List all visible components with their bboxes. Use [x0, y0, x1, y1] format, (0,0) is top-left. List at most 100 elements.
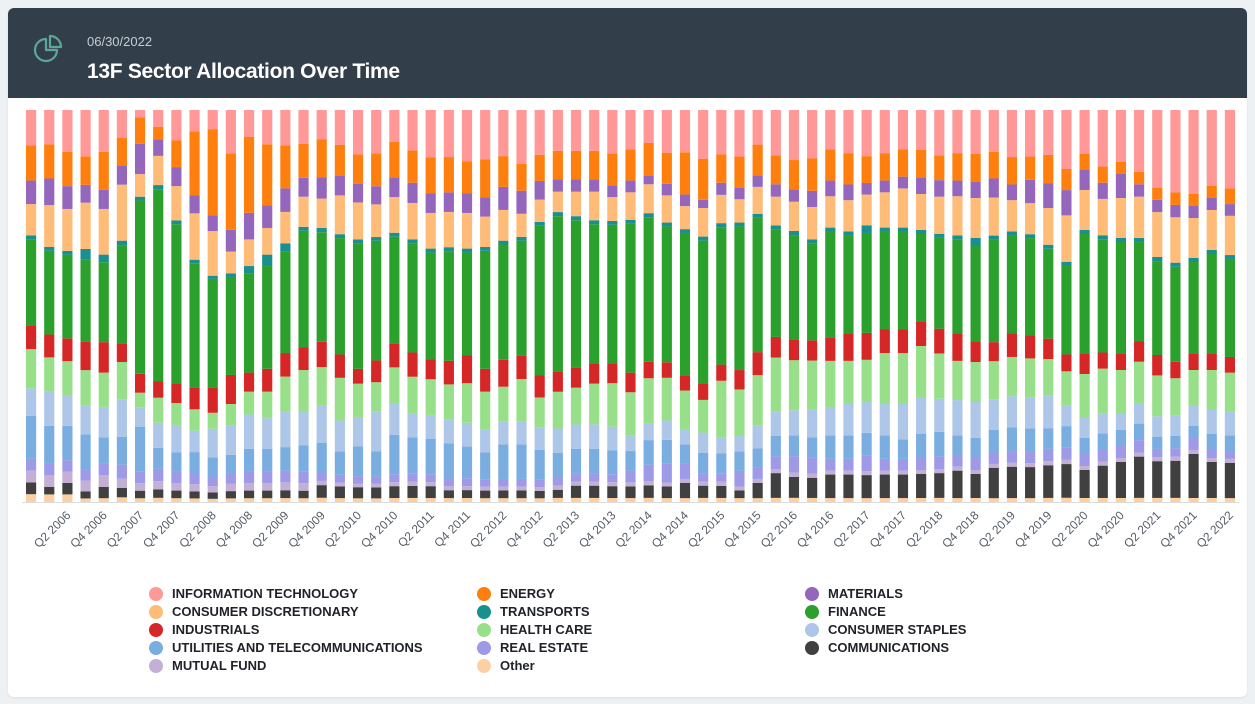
bar-segment-health-care[interactable]	[897, 353, 909, 404]
bar-segment-utilities-and-telecommunications[interactable]	[734, 451, 745, 471]
bar-segment-finance[interactable]	[225, 276, 236, 375]
bar-segment-energy[interactable]	[1079, 154, 1090, 170]
bar-stack-q2-2017[interactable]	[861, 110, 872, 502]
bar-segment-information-technology[interactable]	[1097, 110, 1108, 167]
bar-segment-mutual-fund[interactable]	[389, 482, 400, 487]
bar-stack-q3-2017[interactable]	[879, 110, 890, 502]
bar-segment-materials[interactable]	[1152, 199, 1163, 213]
bar-segment-mutual-fund[interactable]	[371, 483, 382, 488]
bar-segment-transports[interactable]	[516, 236, 527, 241]
bar-segment-other[interactable]	[352, 498, 364, 502]
bar-segment-industrials[interactable]	[134, 373, 146, 393]
bar-segment-finance[interactable]	[243, 273, 255, 373]
bar-segment-consumer-staples[interactable]	[116, 399, 127, 437]
bar-segment-mutual-fund[interactable]	[879, 470, 890, 475]
bar-segment-health-care[interactable]	[153, 397, 164, 423]
bar-segment-industrials[interactable]	[44, 334, 55, 358]
bar-segment-energy[interactable]	[788, 160, 800, 190]
bar-segment-mutual-fund[interactable]	[352, 483, 364, 488]
bar-segment-transports[interactable]	[861, 225, 872, 233]
bar-segment-utilities-and-telecommunications[interactable]	[752, 448, 763, 468]
bar-segment-mutual-fund[interactable]	[861, 471, 872, 476]
bar-segment-mutual-fund[interactable]	[807, 473, 818, 478]
bar-segment-health-care[interactable]	[534, 397, 545, 428]
bar-segment-information-technology[interactable]	[679, 110, 691, 153]
legend-item[interactable]: COMMUNICATIONS	[805, 640, 949, 655]
bar-segment-communications[interactable]	[352, 487, 364, 499]
bar-segment-transports[interactable]	[807, 239, 818, 244]
bar-segment-industrials[interactable]	[80, 341, 91, 371]
bar-segment-real-estate[interactable]	[734, 470, 745, 487]
bar-segment-information-technology[interactable]	[625, 110, 636, 150]
bar-segment-utilities-and-telecommunications[interactable]	[625, 451, 636, 471]
bar-segment-transports[interactable]	[916, 230, 927, 234]
bar-segment-communications[interactable]	[825, 474, 836, 499]
bar-segment-finance[interactable]	[352, 243, 364, 369]
bar-segment-other[interactable]	[716, 497, 727, 502]
bar-segment-health-care[interactable]	[352, 383, 364, 417]
bar-segment-energy[interactable]	[861, 156, 872, 184]
bar-segment-transports[interactable]	[679, 229, 691, 233]
bar-segment-other[interactable]	[752, 498, 763, 502]
bar-segment-utilities-and-telecommunications[interactable]	[534, 449, 545, 480]
bar-segment-health-care[interactable]	[189, 409, 200, 431]
bar-segment-other[interactable]	[1115, 498, 1127, 502]
bar-segment-finance[interactable]	[698, 240, 709, 384]
bar-segment-finance[interactable]	[516, 240, 527, 356]
bar-segment-mutual-fund[interactable]	[1006, 462, 1018, 467]
bar-stack-q2-2006[interactable]	[62, 110, 73, 502]
bar-segment-information-technology[interactable]	[352, 110, 364, 155]
bar-segment-other[interactable]	[116, 497, 127, 502]
bar-segment-real-estate[interactable]	[607, 474, 618, 483]
bar-segment-industrials[interactable]	[570, 367, 582, 388]
bar-stack-q2-2012[interactable]	[498, 110, 509, 502]
bar-segment-transports[interactable]	[334, 234, 345, 239]
bar-segment-mutual-fund[interactable]	[480, 486, 491, 491]
bar-segment-information-technology[interactable]	[280, 110, 291, 146]
bar-segment-information-technology[interactable]	[952, 110, 963, 154]
bar-stack-q4-2020[interactable]	[1115, 110, 1127, 502]
bar-segment-consumer-discretionary[interactable]	[280, 211, 291, 244]
bar-segment-finance[interactable]	[480, 250, 491, 369]
bar-segment-materials[interactable]	[1115, 174, 1127, 198]
bar-segment-materials[interactable]	[625, 180, 636, 193]
bar-segment-health-care[interactable]	[225, 404, 236, 426]
bar-segment-mutual-fund[interactable]	[607, 482, 618, 487]
bar-segment-mutual-fund[interactable]	[843, 470, 854, 475]
bar-segment-materials[interactable]	[298, 177, 309, 197]
bar-segment-health-care[interactable]	[552, 391, 563, 429]
bar-segment-consumer-discretionary[interactable]	[98, 208, 109, 255]
bar-segment-mutual-fund[interactable]	[788, 472, 800, 477]
bar-segment-mutual-fund[interactable]	[1134, 452, 1145, 457]
bar-segment-real-estate[interactable]	[116, 464, 127, 479]
bar-segment-real-estate[interactable]	[498, 478, 509, 487]
bar-segment-consumer-discretionary[interactable]	[589, 191, 600, 221]
bar-segment-materials[interactable]	[1188, 206, 1199, 218]
bar-segment-materials[interactable]	[1097, 182, 1108, 199]
bar-segment-other[interactable]	[934, 497, 945, 502]
bar-segment-finance[interactable]	[171, 224, 182, 385]
bar-segment-other[interactable]	[389, 498, 400, 502]
bar-segment-finance[interactable]	[1061, 265, 1072, 355]
bar-segment-real-estate[interactable]	[98, 463, 109, 476]
bar-segment-materials[interactable]	[225, 229, 236, 252]
bar-segment-finance[interactable]	[552, 216, 563, 372]
bar-segment-information-technology[interactable]	[461, 110, 473, 162]
bar-segment-energy[interactable]	[734, 156, 745, 188]
bar-segment-real-estate[interactable]	[916, 458, 927, 470]
bar-segment-consumer-staples[interactable]	[897, 404, 909, 440]
bar-segment-transports[interactable]	[952, 235, 963, 240]
bar-segment-communications[interactable]	[716, 485, 727, 498]
bar-segment-industrials[interactable]	[280, 353, 291, 377]
bar-segment-health-care[interactable]	[843, 360, 854, 404]
bar-segment-communications[interactable]	[861, 475, 872, 499]
bar-segment-communications[interactable]	[316, 485, 327, 498]
bar-segment-health-care[interactable]	[44, 357, 55, 392]
bar-segment-information-technology[interactable]	[1188, 110, 1199, 194]
bar-segment-health-care[interactable]	[607, 383, 618, 427]
bar-segment-industrials[interactable]	[625, 372, 636, 393]
bar-segment-real-estate[interactable]	[552, 477, 563, 486]
bar-segment-finance[interactable]	[534, 225, 545, 376]
bar-segment-health-care[interactable]	[934, 353, 945, 399]
bar-segment-other[interactable]	[153, 497, 164, 502]
